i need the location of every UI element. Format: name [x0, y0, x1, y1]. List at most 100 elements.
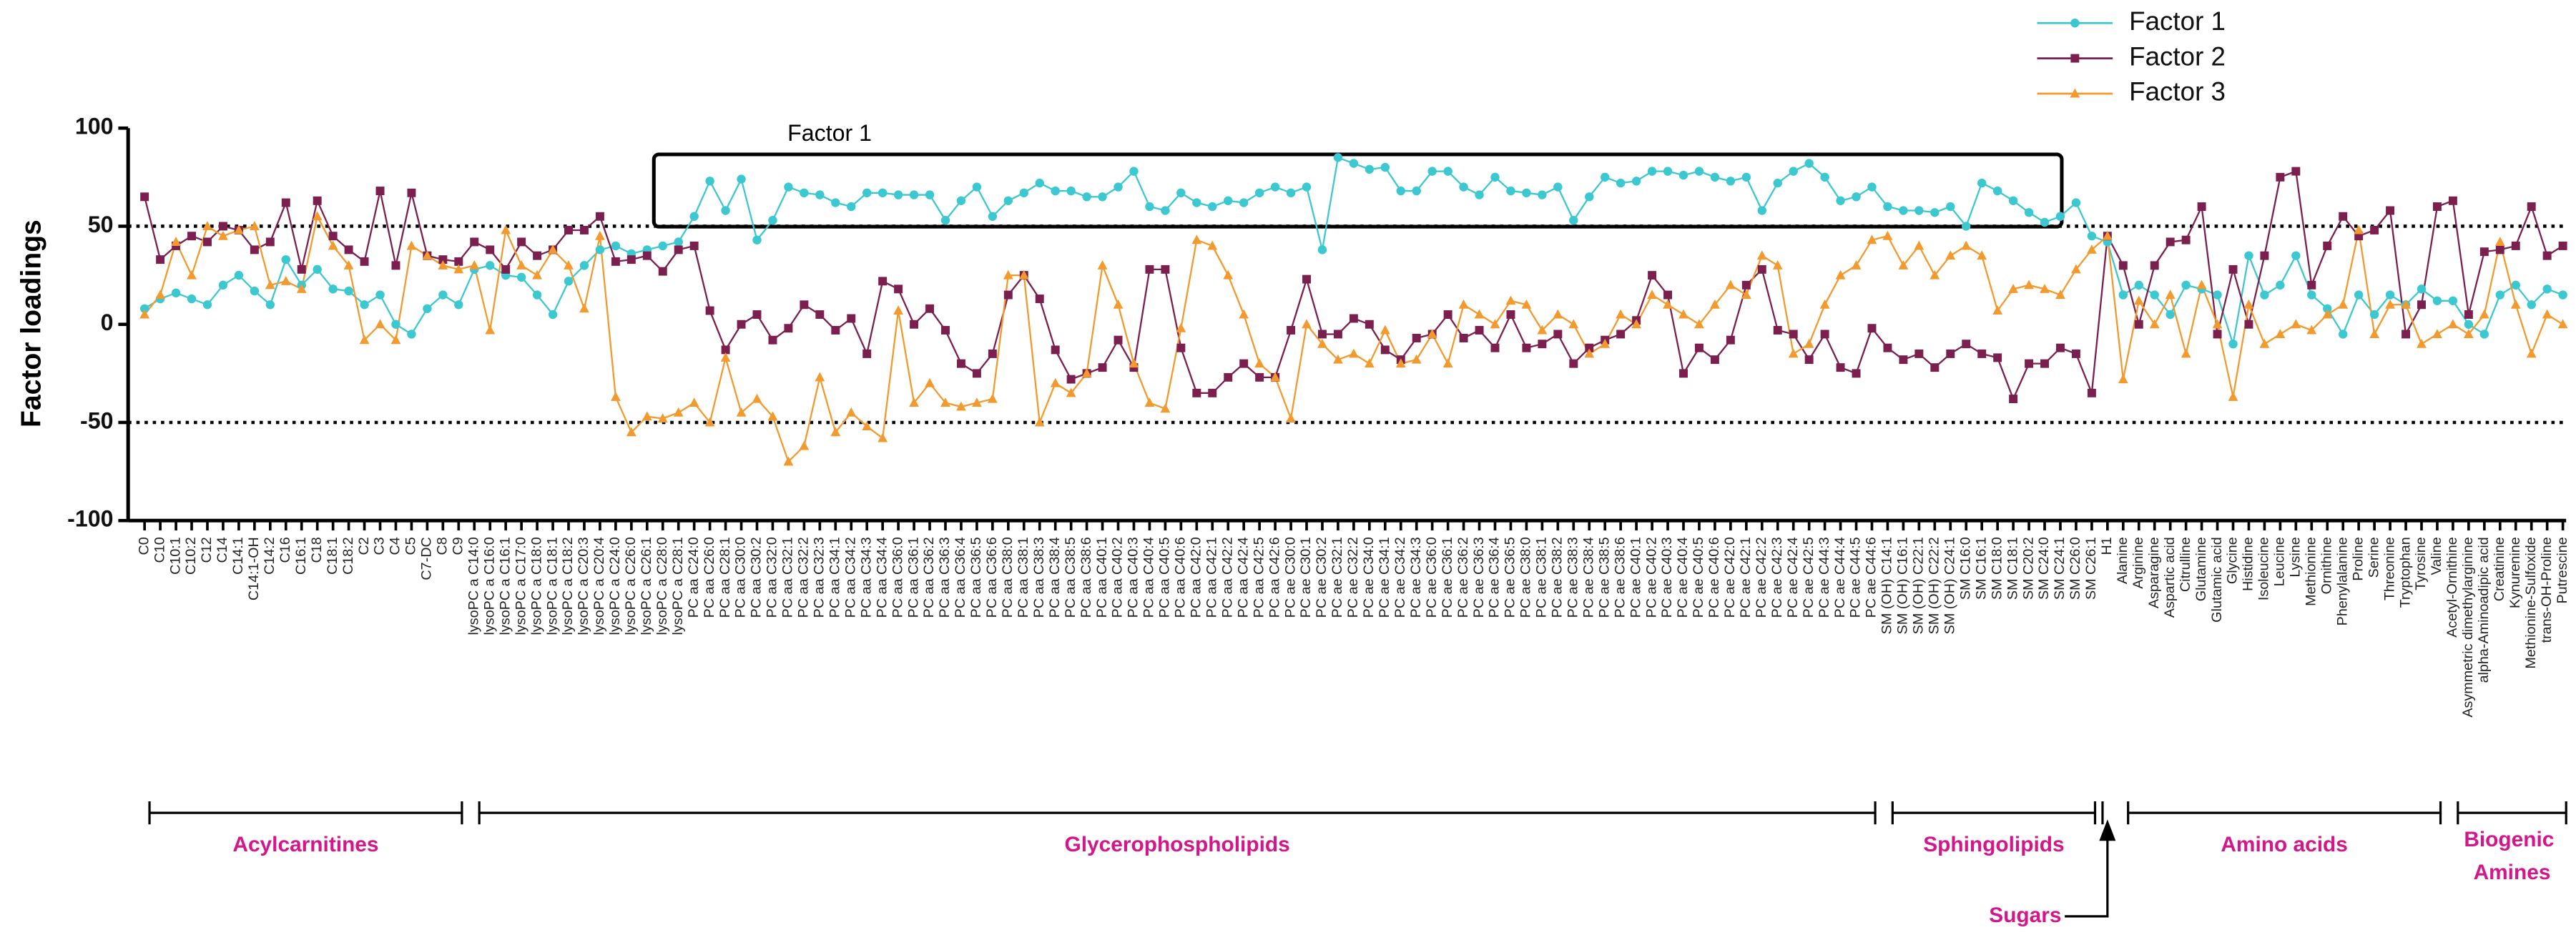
- data-point: [1679, 369, 1688, 378]
- group-label: Acylcarnitines: [232, 833, 378, 856]
- data-point: [1348, 348, 1359, 358]
- x-tick-label: PC aa C42:1: [1204, 537, 1219, 618]
- x-tick-label: Arginine: [2130, 537, 2146, 588]
- x-tick-label: Alanine: [2115, 537, 2130, 584]
- data-point: [375, 187, 385, 196]
- data-point: [1176, 188, 1186, 198]
- x-tick-label: PC aa C42:0: [1189, 537, 1204, 618]
- data-point: [1694, 167, 1704, 176]
- x-tick-label: Methionine: [2304, 537, 2319, 606]
- data-point: [2165, 237, 2175, 247]
- data-point: [532, 290, 542, 300]
- data-point: [1537, 325, 1548, 335]
- data-point: [1585, 192, 1594, 202]
- data-point: [1208, 388, 1217, 397]
- x-tick-label: Asymmetric dimethylarginine: [2460, 537, 2476, 717]
- data-point: [2542, 251, 2552, 260]
- data-point: [2386, 206, 2395, 215]
- data-point: [1098, 363, 1107, 372]
- x-tick-label: PC ae C38:5: [1596, 537, 1612, 618]
- data-point: [1380, 162, 1390, 172]
- data-point: [1365, 320, 1374, 329]
- data-point: [1208, 202, 1217, 212]
- x-tick-label: PC ae C38:4: [1580, 537, 1596, 618]
- data-point: [1003, 290, 1013, 300]
- x-tick-label: C18: [309, 537, 325, 563]
- x-tick-label: C18:1: [325, 537, 340, 575]
- data-point: [1961, 240, 1972, 250]
- data-point: [2323, 304, 2332, 313]
- data-point: [1287, 326, 1296, 335]
- data-point: [689, 397, 699, 407]
- data-point: [2118, 261, 2128, 270]
- data-point: [2228, 264, 2238, 274]
- data-point: [2071, 264, 2081, 274]
- data-point: [250, 286, 260, 296]
- x-tick-label: C18:2: [340, 537, 356, 575]
- x-tick-label: PC ae C42:0: [1722, 537, 1738, 618]
- data-point: [626, 427, 636, 437]
- data-point: [2228, 339, 2238, 349]
- data-point: [501, 264, 511, 274]
- data-point: [265, 279, 275, 290]
- data-point: [171, 237, 181, 246]
- data-point: [674, 245, 683, 254]
- y-tick-label: 100: [75, 114, 114, 139]
- data-point: [343, 260, 354, 269]
- data-point: [909, 190, 919, 199]
- x-tick-label: Histidine: [2241, 537, 2256, 591]
- data-point: [156, 255, 165, 264]
- data-point: [375, 319, 385, 329]
- data-point: [486, 245, 495, 254]
- x-tick-label: PC aa C32:1: [780, 537, 796, 618]
- x-tick-label: Asparagine: [2146, 537, 2162, 608]
- x-tick-label: PC aa C32:3: [812, 537, 827, 618]
- data-point: [1898, 260, 1909, 269]
- data-point: [2448, 196, 2457, 205]
- data-point: [941, 326, 950, 335]
- x-tick-label: C0: [136, 537, 152, 555]
- data-point: [1820, 330, 1829, 339]
- data-point: [1302, 274, 1311, 284]
- x-tick-label: C14:2: [262, 537, 277, 575]
- data-point: [1647, 167, 1657, 176]
- data-point: [1082, 192, 1091, 202]
- data-point: [1333, 330, 1342, 339]
- x-tick-label: lysoPC a C26:1: [639, 537, 654, 635]
- data-point: [1066, 186, 1076, 196]
- data-point: [1851, 260, 1862, 269]
- x-tick-label: Aspartic acid: [2162, 537, 2178, 618]
- data-point: [2009, 395, 2018, 404]
- data-point: [689, 212, 699, 221]
- data-point: [2070, 54, 2080, 63]
- x-tick-label: PC ae C40:3: [1659, 537, 1675, 618]
- data-point: [1710, 299, 1720, 309]
- data-point: [265, 237, 275, 247]
- data-point: [265, 300, 275, 310]
- data-point: [2307, 290, 2316, 300]
- data-point: [2149, 319, 2160, 329]
- data-point: [784, 182, 793, 192]
- x-tick-label: SM (OH) C22:2: [1927, 537, 1942, 634]
- group-label: Amino acids: [2221, 833, 2348, 856]
- data-point: [1993, 353, 2002, 362]
- x-tick-label: lysoPC a C26:0: [623, 537, 639, 635]
- data-point: [815, 310, 825, 319]
- y-tick-label: -100: [67, 506, 113, 532]
- x-tick-label: PC ae C30:0: [1282, 537, 1298, 618]
- x-tick-label: lysoPC a C20:4: [591, 537, 607, 635]
- data-point: [1034, 417, 1045, 427]
- data-point: [1678, 309, 1688, 319]
- data-point: [407, 330, 416, 339]
- data-point: [972, 397, 982, 407]
- data-point: [1019, 188, 1028, 198]
- data-point: [641, 411, 652, 421]
- data-point: [470, 237, 479, 247]
- data-point: [1962, 340, 1971, 349]
- data-point: [2307, 280, 2316, 290]
- data-point: [564, 260, 574, 269]
- data-point: [2150, 261, 2159, 270]
- data-point: [1553, 182, 1563, 192]
- data-point: [799, 440, 810, 450]
